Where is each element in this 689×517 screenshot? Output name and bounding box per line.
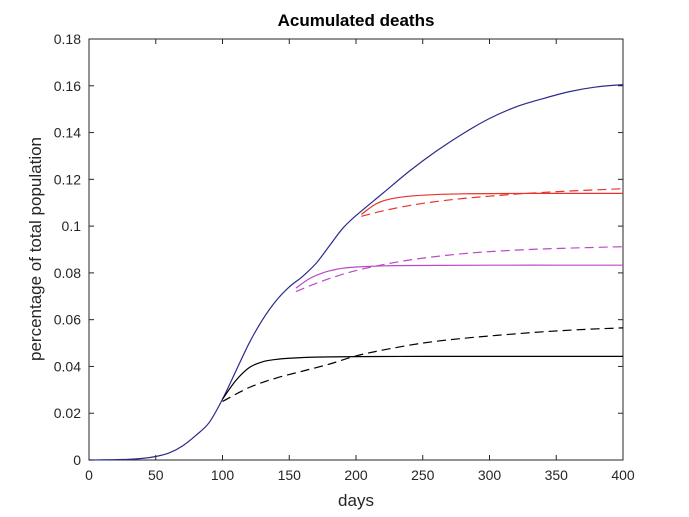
x-axis-label: days [338, 491, 374, 510]
x-tick-label: 50 [148, 467, 164, 483]
plot-area: 0 50 100 150 200 250 300 350 400 0 0.02 0.04 0.06 0.… [54, 31, 635, 483]
series-line-6-solid [360, 192, 623, 215]
x-tick-label: 150 [278, 467, 302, 483]
series-line-7-dashed [361, 188, 624, 217]
y-tick-label: 0.12 [54, 171, 81, 187]
x-tick-label: 250 [411, 467, 435, 483]
series-line-2-solid [222, 355, 623, 400]
y-tick-label: 0.16 [54, 78, 81, 94]
y-tick-label: 0.1 [62, 218, 82, 234]
x-tick-label: 100 [211, 467, 235, 483]
series-line-3-dashed [222, 327, 624, 403]
y-axis-label: percentage of total population [26, 137, 45, 361]
y-tick-label: 0.18 [54, 31, 81, 47]
x-tick-label: 350 [545, 467, 569, 483]
y-axis-ticks: 0 0.02 0.04 0.06 0.08 0.1 0.12 0.14 0.16 0.18 [54, 31, 623, 468]
y-tick-label: 0.08 [54, 265, 81, 281]
y-tick-label: 0.06 [54, 312, 81, 328]
x-tick-label: 0 [85, 467, 93, 483]
series-layer [88, 84, 624, 461]
chart-title: Acumulated deaths [278, 11, 435, 30]
series-line-5-dashed [295, 246, 624, 293]
y-tick-label: 0.02 [54, 405, 81, 421]
y-tick-label: 0 [73, 452, 81, 468]
x-tick-label: 400 [611, 467, 635, 483]
series-line-1-solid [88, 84, 624, 461]
x-tick-label: 300 [478, 467, 502, 483]
series-line-4-solid [295, 264, 623, 289]
x-axis-ticks: 0 50 100 150 200 250 300 350 400 [85, 39, 635, 483]
y-tick-label: 0.04 [54, 358, 81, 374]
y-tick-label: 0.14 [54, 125, 81, 141]
x-tick-label: 200 [344, 467, 368, 483]
